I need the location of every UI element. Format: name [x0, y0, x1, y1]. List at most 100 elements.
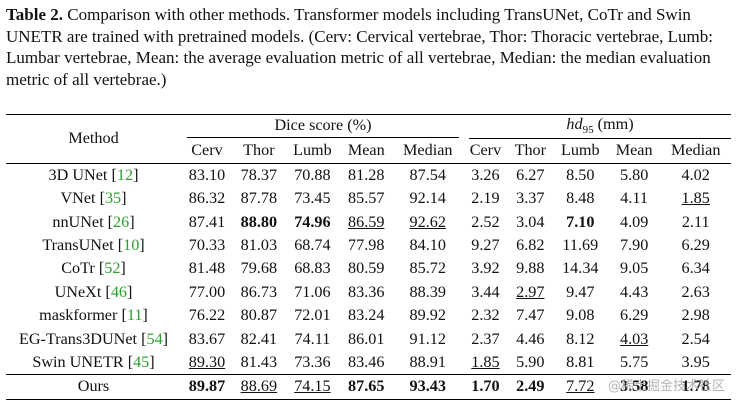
value-cell: 2.97 — [516, 282, 545, 301]
value-cell: 9.88 — [516, 259, 545, 278]
method-name: CoTr — [61, 259, 95, 278]
sub-header-0: Cerv — [191, 141, 223, 160]
value-cell: 3.37 — [516, 189, 545, 208]
value-cell: 1.78 — [681, 377, 710, 396]
value-cell: 93.43 — [409, 377, 446, 396]
sub-header-4: Median — [403, 141, 453, 160]
value-cell: 5.90 — [516, 352, 545, 371]
value-cell: 4.02 — [681, 165, 710, 184]
method-header: Method — [68, 129, 119, 148]
method-name-cell: 3D UNet [12] — [48, 165, 139, 184]
value-cell: 84.10 — [409, 235, 446, 254]
value-cell: 74.96 — [294, 212, 331, 231]
citation-link[interactable]: 46 — [110, 282, 127, 301]
sub-header-7: Lumb — [560, 141, 600, 160]
value-cell: 9.05 — [619, 259, 649, 278]
value-cell: 74.15 — [294, 377, 331, 396]
value-cell: 89.92 — [409, 306, 446, 325]
value-cell: 74.11 — [294, 329, 331, 348]
citation-link[interactable]: 45 — [133, 352, 150, 371]
value-cell: 88.69 — [240, 377, 278, 396]
value-cell: 14.34 — [562, 259, 599, 278]
value-cell: 2.98 — [681, 306, 710, 325]
value-cell: 5.80 — [619, 165, 649, 184]
sub-header-1: Thor — [243, 141, 275, 160]
value-cell: 2.11 — [681, 212, 710, 231]
method-name-cell: CoTr [52] — [61, 259, 126, 278]
value-cell: 3.44 — [471, 282, 500, 301]
value-cell: 2.49 — [516, 377, 545, 396]
value-cell: 87.41 — [188, 212, 226, 231]
method-name: Ours — [77, 377, 110, 396]
method-name: TransUNet — [42, 235, 114, 254]
citation-link[interactable]: 54 — [146, 329, 163, 348]
value-cell: 81.03 — [240, 235, 278, 254]
method-name: maskformer — [39, 306, 118, 325]
value-cell: 87.78 — [240, 189, 278, 208]
table-row: Ours 89.87 88.69 74.15 87.65 93.43 1.70 2.49 7.7… — [6, 374, 731, 400]
value-cell: 4.43 — [619, 282, 649, 301]
table-row: EG-Trans3DUNet [54] 83.67 82.41 74.11 86.01 9… — [6, 327, 731, 350]
sub-header-6: Thor — [514, 141, 547, 160]
citation-link[interactable]: 26 — [113, 212, 130, 231]
citation-link[interactable]: 52 — [104, 259, 121, 278]
value-cell: 2.52 — [471, 212, 500, 231]
value-cell: 2.32 — [471, 306, 500, 325]
value-cell: 11.69 — [562, 235, 599, 254]
value-cell: 9.08 — [566, 306, 595, 325]
value-cell: 7.90 — [619, 235, 649, 254]
value-cell: 8.81 — [566, 352, 595, 371]
sub-header-2: Lumb — [293, 141, 332, 160]
value-cell: 91.12 — [409, 329, 446, 348]
citation-link[interactable]: 12 — [116, 165, 134, 184]
method-name-cell: EG-Trans3DUNet [54] — [18, 329, 169, 348]
value-cell: 2.54 — [681, 329, 710, 348]
method-name-cell: Ours — [6, 375, 181, 399]
value-cell: 78.37 — [240, 165, 278, 184]
value-cell: 3.58 — [619, 377, 649, 396]
value-cell: 68.83 — [294, 259, 331, 278]
value-cell: 83.10 — [188, 165, 226, 184]
table-row: Swin UNETR [45] 89.30 81.43 73.36 83.46 88.91… — [6, 351, 731, 375]
caption-text: Comparison with other methods. Transform… — [6, 5, 713, 89]
value-cell: 4.03 — [619, 329, 649, 348]
value-cell: 5.75 — [619, 352, 649, 371]
value-cell: 80.87 — [240, 306, 278, 325]
value-cell: 70.33 — [188, 235, 226, 254]
comparison-table: Method Dice score (%) hd95 (mm) Cerv Thor… — [6, 114, 731, 400]
table-row: TransUNet [10] 70.33 81.03 68.74 77.98 84.10 9… — [6, 234, 731, 257]
caption-label: Table 2. — [6, 5, 64, 24]
value-cell: 88.91 — [409, 352, 446, 371]
value-cell: 80.59 — [348, 259, 385, 278]
table-row: 3D UNet [12] 83.10 78.37 70.88 81.28 87.54 3.2… — [6, 163, 731, 187]
value-cell: 76.22 — [188, 306, 226, 325]
value-cell: 73.45 — [294, 189, 331, 208]
citation-link[interactable]: 10 — [123, 235, 140, 254]
value-cell: 72.01 — [294, 306, 331, 325]
method-name: nnUNet — [52, 212, 104, 231]
value-cell: 2.19 — [471, 189, 500, 208]
citation-link[interactable]: 11 — [126, 306, 143, 325]
method-name: Swin UNETR — [32, 352, 124, 371]
value-cell: 6.29 — [681, 235, 710, 254]
table-row: maskformer [11] 76.22 80.87 72.01 83.24 89.92… — [6, 304, 731, 327]
value-cell: 86.73 — [240, 282, 278, 301]
value-cell: 82.41 — [240, 329, 278, 348]
value-cell: 1.70 — [471, 377, 500, 396]
value-cell: 85.57 — [348, 189, 385, 208]
citation-link[interactable]: 35 — [104, 189, 122, 208]
value-cell: 83.36 — [348, 282, 385, 301]
value-cell: 83.46 — [348, 352, 385, 371]
value-cell: 3.26 — [471, 165, 500, 184]
value-cell: 7.10 — [566, 212, 595, 231]
value-cell: 1.85 — [681, 189, 710, 208]
value-cell: 1.85 — [471, 352, 500, 371]
value-cell: 6.34 — [681, 259, 710, 278]
value-cell: 9.47 — [566, 282, 595, 301]
value-cell: 7.47 — [516, 306, 545, 325]
value-cell: 6.82 — [516, 235, 545, 254]
table-row: CoTr [52] 81.48 79.68 68.83 80.59 85.72 3.92 9.… — [6, 257, 731, 280]
value-cell: 8.12 — [566, 329, 595, 348]
sub-header-row: Cerv Thor Lumb Mean Median Cerv Thor Lumb Mean Me… — [6, 139, 731, 163]
value-cell: 3.95 — [681, 352, 710, 371]
